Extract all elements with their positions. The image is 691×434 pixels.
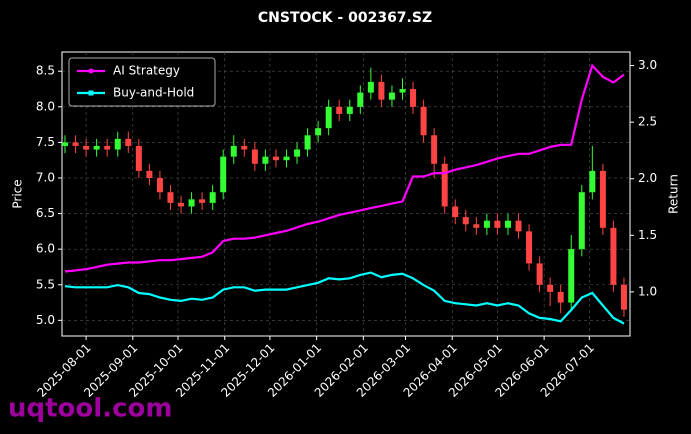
candle-body bbox=[388, 92, 395, 100]
candle-body bbox=[209, 192, 216, 203]
candle-body bbox=[420, 106, 427, 136]
legend-label: Buy-and-Hold bbox=[113, 86, 194, 100]
candle-body bbox=[410, 89, 417, 107]
y2-axis-label: Return bbox=[667, 174, 681, 214]
candle-body bbox=[262, 156, 269, 164]
y2-tick-label: 2.5 bbox=[638, 115, 657, 129]
y-tick-label: 8.0 bbox=[36, 99, 55, 113]
candle-body bbox=[515, 220, 522, 232]
legend-marker bbox=[88, 90, 94, 96]
candle-body bbox=[220, 156, 227, 193]
candle-body bbox=[62, 142, 69, 146]
candle-body bbox=[241, 145, 248, 150]
legend-label: AI Strategy bbox=[113, 64, 180, 78]
candle-body bbox=[156, 177, 163, 193]
legend-box bbox=[68, 57, 216, 107]
y-tick-label: 7.0 bbox=[36, 170, 55, 184]
candle-body bbox=[272, 156, 279, 161]
candle-body bbox=[294, 149, 301, 157]
return-line bbox=[64, 271, 625, 325]
y-tick-label: 6.5 bbox=[36, 206, 55, 220]
candle-body bbox=[599, 170, 606, 228]
candle-body bbox=[93, 145, 100, 150]
candle-body bbox=[452, 206, 459, 218]
candle-body bbox=[346, 106, 353, 114]
candle-body bbox=[325, 106, 332, 129]
y-tick-label: 5.0 bbox=[36, 313, 55, 327]
y2-tick-label: 1.0 bbox=[638, 284, 657, 298]
y-tick-label: 6.0 bbox=[36, 242, 55, 256]
watermark: uqtool.com bbox=[8, 394, 172, 424]
candle-body bbox=[399, 89, 406, 93]
candle-body bbox=[167, 192, 174, 203]
candle-body bbox=[83, 145, 90, 150]
candle-body bbox=[367, 81, 374, 93]
candle-body bbox=[536, 263, 543, 285]
candle-body bbox=[114, 138, 121, 150]
candle-body bbox=[230, 145, 237, 157]
candle-body bbox=[146, 170, 153, 178]
candle-body bbox=[104, 145, 111, 150]
candle-body bbox=[483, 220, 490, 228]
y-tick-label: 7.5 bbox=[36, 135, 55, 149]
candle-body bbox=[473, 224, 480, 228]
candle-body bbox=[589, 170, 596, 193]
candle-body bbox=[199, 199, 206, 203]
candle-body bbox=[526, 231, 533, 264]
candle-body bbox=[283, 156, 290, 161]
candle-body bbox=[431, 135, 438, 164]
legend-marker bbox=[88, 68, 94, 74]
plot-frame bbox=[61, 51, 631, 337]
return-line bbox=[64, 63, 625, 273]
y2-tick-label: 3.0 bbox=[638, 58, 657, 72]
candle-body bbox=[304, 135, 311, 150]
candle-body bbox=[462, 217, 469, 225]
y2-tick-label: 2.0 bbox=[638, 171, 657, 185]
candle-body bbox=[578, 192, 585, 250]
candle-body bbox=[557, 291, 564, 303]
candle-body bbox=[315, 128, 322, 136]
candle-body bbox=[620, 284, 627, 310]
y-tick-label: 8.5 bbox=[36, 64, 55, 78]
candle-body bbox=[378, 81, 385, 100]
y-axis-label: Price bbox=[11, 179, 25, 208]
chart-title: CNSTOCK - 002367.SZ bbox=[258, 10, 432, 26]
candle-body bbox=[610, 227, 617, 285]
y2-tick-label: 1.5 bbox=[638, 228, 657, 242]
candle-body bbox=[547, 284, 554, 292]
candle-body bbox=[494, 220, 501, 228]
candle-body bbox=[568, 249, 575, 303]
candle-body bbox=[178, 202, 185, 207]
candle-body bbox=[251, 149, 258, 164]
candle-body bbox=[504, 220, 511, 228]
candle-body bbox=[336, 106, 343, 114]
candle-body bbox=[188, 199, 195, 207]
candle-body bbox=[125, 138, 132, 146]
candle-body bbox=[135, 145, 142, 171]
y-tick-label: 5.5 bbox=[36, 277, 55, 291]
candle-body bbox=[441, 163, 448, 207]
candle-body bbox=[72, 142, 79, 146]
candle-body bbox=[357, 92, 364, 107]
